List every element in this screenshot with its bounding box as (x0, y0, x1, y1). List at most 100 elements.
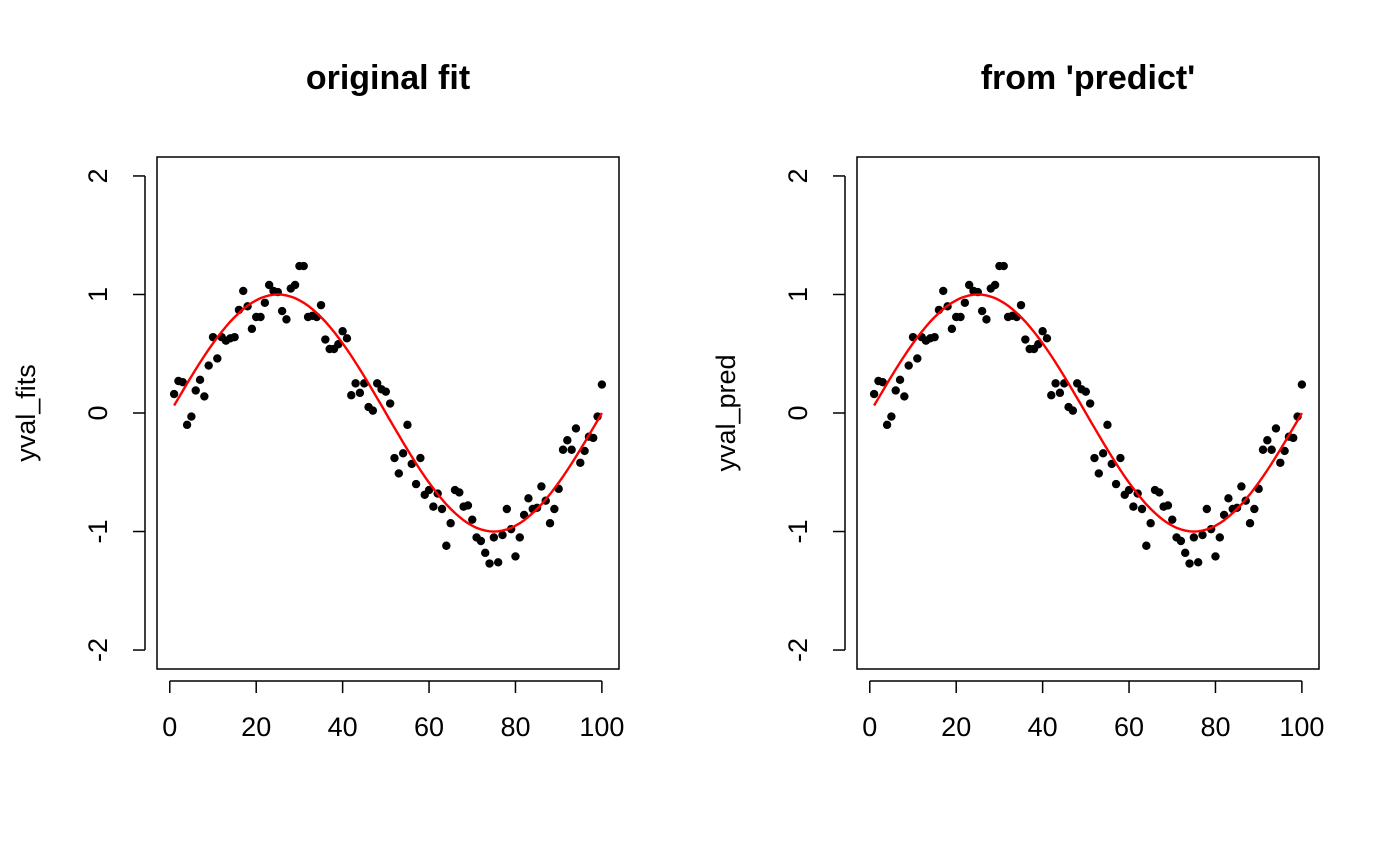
y-tick-label: 1 (83, 287, 113, 302)
data-point (437, 504, 447, 514)
data-point (1202, 504, 1212, 514)
data-point (964, 280, 974, 290)
data-point (299, 261, 308, 271)
data-point (913, 354, 922, 363)
data-point (1142, 541, 1151, 550)
data-point (463, 501, 473, 510)
y-tick-label: -2 (783, 638, 813, 662)
data-point (200, 392, 209, 401)
data-point (277, 306, 287, 316)
data-point (342, 334, 352, 343)
data-point (381, 387, 391, 396)
data-point (1051, 379, 1060, 388)
data-point (1090, 453, 1099, 463)
data-point (1211, 552, 1220, 561)
data-point (882, 420, 892, 430)
data-point (424, 485, 434, 495)
data-point (1163, 501, 1173, 510)
data-point (1042, 334, 1052, 343)
data-point (442, 541, 451, 550)
data-point (1137, 504, 1147, 514)
data-point (571, 424, 581, 433)
x-tick-label: 100 (579, 712, 624, 742)
data-point (1289, 433, 1298, 443)
data-point (982, 315, 991, 324)
fit-line (873, 293, 1303, 533)
data-point (977, 306, 987, 316)
data-point (213, 354, 222, 363)
data-point (290, 280, 300, 290)
x-tick-label: 80 (500, 712, 530, 742)
x-tick-label: 60 (1114, 712, 1144, 742)
data-point (1224, 494, 1233, 503)
data-point (1129, 502, 1138, 511)
data-point (1237, 482, 1246, 491)
data-point (1068, 406, 1078, 415)
data-point (1219, 510, 1229, 520)
data-point (169, 389, 179, 399)
data-point (398, 449, 408, 458)
data-point (1297, 380, 1307, 389)
data-point (1072, 379, 1082, 388)
data-point (597, 380, 607, 389)
data-point (489, 533, 499, 542)
data-point (372, 379, 382, 388)
data-point (1146, 519, 1155, 528)
data-point (1258, 445, 1268, 454)
data-point (1094, 469, 1104, 478)
data-point (1021, 335, 1030, 344)
data-point (282, 315, 291, 324)
data-point (390, 453, 399, 463)
data-point (550, 504, 559, 514)
data-point (511, 552, 520, 561)
data-point (545, 519, 555, 528)
y-tick-label: 2 (83, 168, 113, 183)
data-point (900, 392, 909, 401)
data-point (1047, 391, 1056, 400)
data-point (1176, 536, 1186, 546)
data-point (260, 298, 270, 307)
data-point (498, 530, 507, 540)
data-point (1189, 533, 1199, 542)
data-point (321, 335, 330, 344)
data-point (869, 389, 879, 399)
data-point (1280, 446, 1289, 456)
data-point (1181, 548, 1190, 558)
plot-box (156, 156, 620, 670)
data-point (1276, 458, 1285, 467)
data-point (1103, 420, 1112, 430)
data-point (1245, 519, 1255, 528)
data-point (1124, 485, 1134, 495)
data-point (580, 446, 589, 456)
data-point (589, 433, 598, 443)
data-point (351, 379, 360, 388)
data-point (481, 548, 490, 558)
data-point (1116, 453, 1125, 463)
y-tick-label: -1 (783, 520, 813, 544)
data-point (403, 420, 412, 430)
data-point (563, 436, 572, 445)
x-tick-label: 60 (414, 712, 444, 742)
data-point (1016, 300, 1026, 310)
data-point (878, 377, 887, 387)
data-point (1263, 436, 1272, 445)
y-axis-label: yval_fits (11, 364, 41, 462)
data-point (1198, 530, 1207, 540)
data-point (178, 377, 187, 387)
data-point (416, 453, 425, 463)
data-point (187, 412, 196, 421)
chart-title: from 'predict' (981, 59, 1196, 97)
data-point (485, 559, 494, 568)
x-tick-label: 20 (241, 712, 271, 742)
data-point (502, 504, 512, 514)
y-axis-label: yval_pred (711, 354, 741, 471)
x-tick-label: 20 (941, 712, 971, 742)
data-point (891, 386, 900, 395)
data-point (999, 261, 1008, 271)
data-point (182, 420, 192, 430)
y-tick-label: -2 (83, 638, 113, 662)
data-point (1155, 488, 1164, 497)
x-tick-label: 0 (162, 712, 177, 742)
data-point (960, 298, 970, 307)
